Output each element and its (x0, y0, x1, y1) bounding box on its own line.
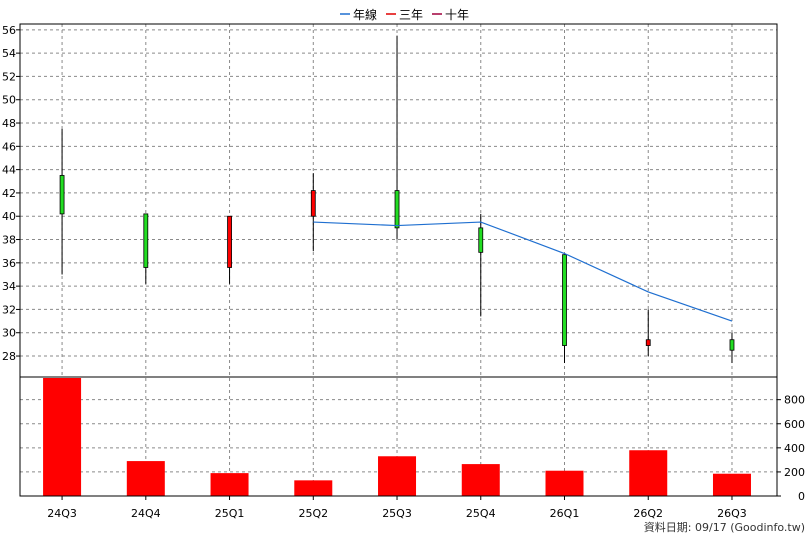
volume-bar (294, 480, 333, 496)
volume-tick-label: 600 (784, 418, 805, 431)
volume-tick-label: 200 (784, 466, 805, 479)
x-tick-label: 24Q4 (131, 507, 161, 520)
candle-body (729, 339, 735, 351)
candle-body (562, 254, 567, 346)
legend-label-annual-line: 年線 (353, 7, 377, 22)
candle-body (394, 190, 400, 229)
price-tick-label: 44 (2, 164, 16, 177)
x-tick-label: 26Q3 (717, 507, 747, 520)
price-tick-label: 38 (2, 234, 16, 247)
x-tick-label: 25Q1 (215, 507, 245, 520)
volume-bar (545, 470, 584, 496)
candlesticks (59, 35, 735, 364)
moving-average-lines (313, 221, 733, 322)
volume-bar (43, 378, 82, 496)
volume-bar (629, 450, 668, 496)
x-tick-label: 25Q2 (298, 507, 328, 520)
price-tick-label: 40 (2, 210, 16, 223)
x-axis-ticks: 24Q3 24Q4 25Q1 25Q2 25Q3 25Q4 26Q1 26Q2 26Q3 (47, 496, 747, 520)
candle-body (478, 227, 484, 253)
volume-bar (126, 461, 165, 496)
volume-bar (378, 456, 417, 496)
volume-tick-label: 0 (798, 490, 805, 503)
legend-label-ten-year: 十年 (445, 8, 469, 22)
price-tick-label: 46 (2, 140, 16, 153)
x-tick-label: 25Q4 (466, 507, 496, 520)
volume-bar (461, 464, 500, 496)
volume-bars (43, 378, 751, 496)
volume-panel-frame (19, 376, 778, 497)
volume-tick-label: 800 (784, 394, 805, 407)
x-tick-label: 26Q1 (550, 507, 580, 520)
x-tick-label: 25Q3 (382, 507, 412, 520)
x-tick-label: 24Q3 (47, 507, 77, 520)
volume-tick-label: 400 (784, 442, 805, 455)
price-axis-ticks: 28 30 32 34 36 38 40 42 44 46 48 50 52 54 56 (2, 24, 20, 363)
legend-label-three-year: 三年 (399, 8, 423, 22)
candle-body (143, 213, 149, 268)
candle-body (645, 339, 651, 346)
price-tick-label: 30 (2, 327, 16, 340)
x-tick-label: 26Q2 (633, 507, 663, 520)
volume-axis-ticks: 0 200 400 600 800 (777, 394, 805, 503)
price-tick-label: 50 (2, 94, 16, 107)
legend: 年線 三年 十年 (340, 7, 469, 22)
price-tick-label: 28 (2, 350, 16, 363)
candle-body (310, 190, 316, 217)
annual-line-series (313, 221, 733, 322)
price-tick-label: 48 (2, 117, 16, 130)
price-tick-label: 36 (2, 257, 16, 270)
price-tick-label: 42 (2, 187, 16, 200)
price-tick-label: 56 (2, 24, 16, 37)
candle-body (227, 215, 232, 268)
candle-body (59, 175, 65, 215)
price-grid (20, 24, 777, 496)
price-tick-label: 52 (2, 70, 16, 83)
volume-bar (712, 473, 751, 496)
price-tick-label: 54 (2, 47, 16, 60)
price-tick-label: 34 (2, 280, 16, 293)
volume-bar (210, 473, 249, 496)
price-tick-label: 32 (2, 303, 16, 316)
footer-source: 資料日期: 09/17 (Goodinfo.tw) (644, 520, 805, 534)
